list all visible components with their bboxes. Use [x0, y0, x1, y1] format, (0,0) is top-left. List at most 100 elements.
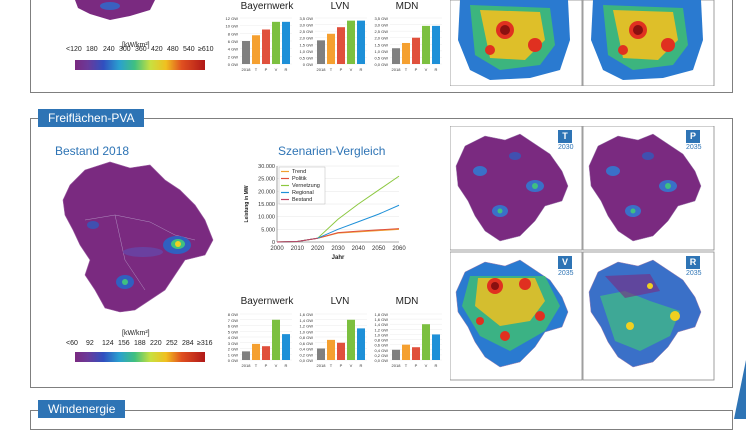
top-scale-5: 420	[151, 46, 163, 53]
pva-scale-6: 252	[166, 340, 178, 347]
pva-bar-xtick: P	[415, 363, 418, 368]
top-bar-xtick: V	[425, 67, 428, 72]
pva-bar-ytick: 0,0 GW	[299, 358, 313, 363]
top-bar-xtick: T	[405, 67, 408, 72]
wind-section-panel	[30, 410, 733, 430]
top-bar-xtick: R	[285, 67, 288, 72]
pva-bar-title-lvn: LVN	[330, 296, 350, 307]
map-r	[588, 259, 702, 368]
pva-bar-bar	[357, 328, 365, 360]
top-bar-bar	[357, 20, 365, 64]
scenario-year-t: 2030	[558, 144, 574, 151]
pva-bar-ytick: 1,2 GW	[299, 324, 313, 329]
pva-bar-ytick: 0,2 GW	[374, 353, 388, 358]
scenario-badge-v: V	[558, 256, 572, 269]
scenario-badge-r: R	[686, 256, 700, 269]
top-bar-ytick: 3,0 GW	[374, 23, 388, 28]
top-bar-ytick: 0,5 GW	[299, 55, 313, 60]
top-scale-4: 360	[135, 46, 147, 53]
pva-bar-ytick: 0,6 GW	[374, 343, 388, 348]
top-bar-bar	[242, 41, 250, 64]
top-bar-ytick: 4 GW	[228, 47, 238, 52]
pva-scale-1: 92	[86, 340, 94, 347]
pva-bar-xtick: R	[360, 363, 363, 368]
top-bar-ytick: 6 GW	[228, 39, 238, 44]
line-ylabel: Leistung in MW	[244, 185, 250, 222]
pva-bar-bar	[317, 348, 325, 360]
line-xlabel: Jahr	[332, 255, 345, 261]
pva-bar-bar	[282, 334, 290, 360]
top-bar-ytick: 2,0 GW	[299, 36, 313, 41]
top-bar-bar	[272, 21, 280, 64]
top-bar-bar	[327, 33, 335, 64]
pva-bar-bar	[347, 319, 355, 360]
pva-bar-charts: 8 GW7 GW6 GW5 GW4 GW3 GW2 GW1 GW0 GW 2018…	[228, 312, 442, 368]
pva-scale-5: 220	[150, 340, 162, 347]
pva-bar-xtick: V	[350, 363, 353, 368]
scenario-badge-t: T	[558, 130, 572, 143]
pva-scale-3: 156	[118, 340, 130, 347]
pva-bar-xtick: T	[330, 363, 333, 368]
pva-bar-ytick: 8 GW	[228, 312, 238, 317]
top-bar-bar	[262, 29, 270, 64]
pva-bar-ytick: 0,4 GW	[374, 348, 388, 353]
pva-bar-xtick: R	[285, 363, 288, 368]
line-xtick: 2000	[270, 246, 284, 252]
top-bar-ytick: 3,0 GW	[299, 23, 313, 28]
top-scale-6: 480	[167, 46, 179, 53]
top-bar-ytick: 2,0 GW	[374, 36, 388, 41]
top-bar-xtick: R	[435, 67, 438, 72]
top-bar-ytick: 0,5 GW	[374, 55, 388, 60]
top-bar-xtick: T	[255, 67, 258, 72]
top-bar-ytick: 1,5 GW	[299, 42, 313, 47]
pva-bar-ytick: 2 GW	[228, 347, 238, 352]
top-bar-ytick: 2 GW	[228, 54, 238, 59]
line-legend-label: Bestand	[292, 197, 312, 203]
edge-accent	[734, 360, 746, 419]
top-bar-ytick: 3,5 GW	[299, 16, 313, 21]
top-bar-ytick: 0,0 GW	[374, 62, 388, 67]
top-bestand-map	[75, 0, 155, 20]
pva-bar-bar	[242, 351, 250, 360]
scenario-badge-p: P	[686, 130, 700, 143]
top-bar-ytick: 12 GW	[226, 16, 239, 21]
top-bar-xtick: P	[340, 67, 343, 72]
line-legend-label: Politik	[292, 176, 307, 182]
pva-color-scale	[75, 352, 205, 362]
pva-scenario-maps	[450, 126, 715, 381]
pva-bar-xtick: 2018	[392, 363, 402, 368]
top-bar-ytick: 8 GW	[228, 31, 238, 36]
pva-bar-ytick: 1,4 GW	[299, 318, 313, 323]
pva-bar-ytick: 7 GW	[228, 318, 238, 323]
top-color-scale	[75, 60, 205, 70]
top-bar-ytick: 0 GW	[303, 62, 313, 67]
pva-scale-7: 284	[182, 340, 194, 347]
pva-bar-ytick: 0,6 GW	[299, 341, 313, 346]
top-scenario-maps	[450, 0, 715, 86]
top-bar-xtick: 2018	[242, 67, 252, 72]
map-p	[588, 133, 702, 242]
pva-bar-bar	[402, 344, 410, 360]
top-scale-3: 300	[119, 46, 131, 53]
line-series-trend	[276, 228, 400, 243]
top-bar-xtick: T	[330, 67, 333, 72]
pva-bar-xtick: 2018	[242, 363, 252, 368]
scenario-year-v: 2035	[558, 270, 574, 277]
top-bar-ytick: 0 GW	[228, 62, 238, 67]
top-bar-ytick: 1,0 GW	[374, 49, 388, 54]
line-ytick: 0	[272, 240, 275, 246]
map-v	[455, 259, 569, 368]
top-bar-bar	[317, 40, 325, 64]
top-bar-xtick: R	[360, 67, 363, 72]
top-bar-ytick: 2,5 GW	[374, 29, 388, 34]
pva-bar-ytick: 0 GW	[228, 358, 238, 363]
map-t	[455, 133, 569, 242]
pva-bar-ytick: 6 GW	[228, 324, 238, 329]
pva-bar-ytick: 0,0 GW	[374, 358, 388, 363]
top-bar-bar	[337, 27, 345, 64]
top-bar-bar	[402, 42, 410, 64]
line-xtick: 2010	[291, 246, 305, 252]
top-scale-7: 540	[183, 46, 195, 53]
pva-bar-xtick: T	[405, 363, 408, 368]
